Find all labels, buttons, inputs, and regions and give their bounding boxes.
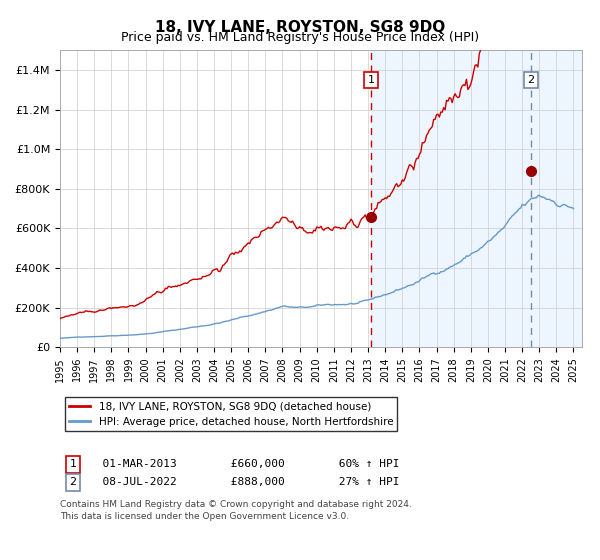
Text: 18, IVY LANE, ROYSTON, SG8 9DQ: 18, IVY LANE, ROYSTON, SG8 9DQ [155,20,445,35]
Text: 08-JUL-2022        £888,000        27% ↑ HPI: 08-JUL-2022 £888,000 27% ↑ HPI [89,477,399,487]
Text: This data is licensed under the Open Government Licence v3.0.: This data is licensed under the Open Gov… [60,512,349,521]
Text: 1: 1 [70,459,77,469]
Text: 2: 2 [70,477,77,487]
Text: 2: 2 [527,75,535,85]
Bar [371,50,582,347]
Text: Contains HM Land Registry data © Crown copyright and database right 2024.: Contains HM Land Registry data © Crown c… [60,500,412,509]
Text: Price paid vs. HM Land Registry's House Price Index (HPI): Price paid vs. HM Land Registry's House … [121,31,479,44]
Legend: 18, IVY LANE, ROYSTON, SG8 9DQ (detached house), HPI: Average price, detached ho: 18, IVY LANE, ROYSTON, SG8 9DQ (detached… [65,398,397,431]
Text: 1: 1 [367,75,374,85]
Text: 01-MAR-2013        £660,000        60% ↑ HPI: 01-MAR-2013 £660,000 60% ↑ HPI [89,459,399,469]
